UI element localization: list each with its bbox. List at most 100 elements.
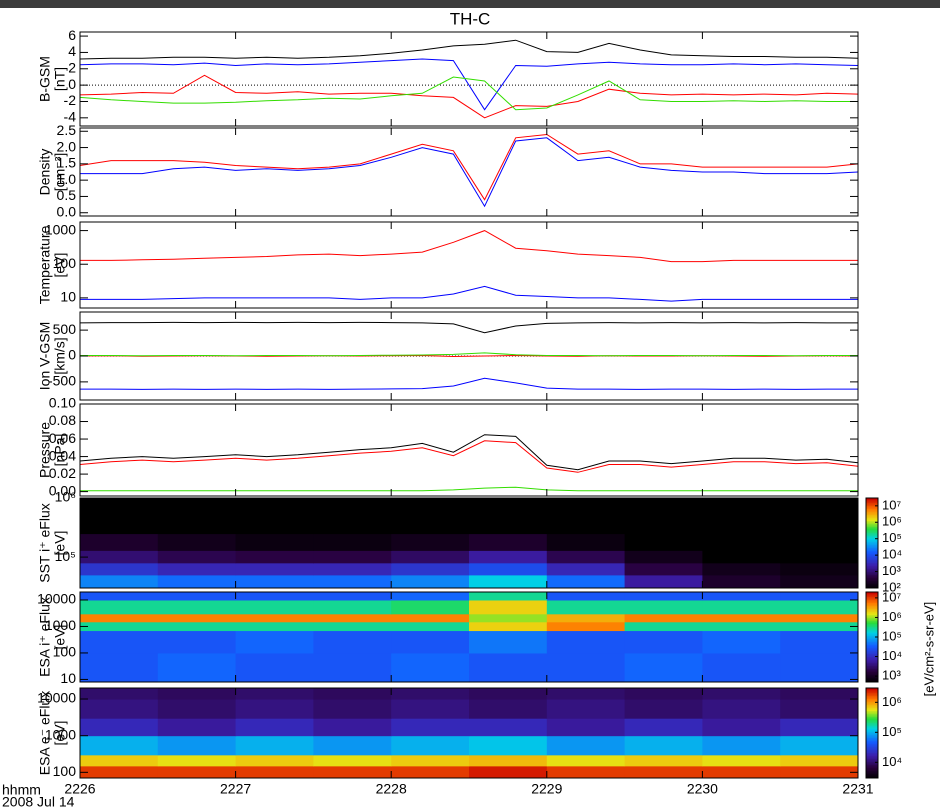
y-tick-label: 10 <box>60 670 76 686</box>
spectrogram-cell <box>313 562 392 576</box>
colorbar-cell <box>866 718 878 720</box>
colorbar-cell <box>866 664 878 666</box>
colorbar-cell <box>866 644 878 647</box>
spectrogram-cell <box>702 652 781 683</box>
spectrogram-cell <box>469 613 548 623</box>
colorbar-cell <box>866 640 878 642</box>
y-tick-label: -2 <box>64 92 77 108</box>
spectrogram-cell <box>624 688 703 700</box>
panel-frame <box>79 403 859 497</box>
colorbar-cell <box>866 745 878 747</box>
spectrogram-cell <box>80 533 159 551</box>
spectrogram-cell <box>80 592 159 601</box>
colorbar-cell <box>866 631 878 633</box>
spectrogram-cell <box>80 699 159 719</box>
colorbar-cell <box>866 516 878 518</box>
spectrogram-cell <box>546 550 626 564</box>
colorbar-cell <box>866 706 878 708</box>
colorbar-cell <box>866 596 878 599</box>
series-line <box>79 133 859 201</box>
spectrogram-cell <box>157 562 237 576</box>
y-tick-label: 1000 <box>45 726 76 742</box>
spectrogram-cell <box>235 574 314 589</box>
colorbar-cell <box>866 501 878 503</box>
colorbar-cell <box>866 758 878 761</box>
spectrogram-cell <box>469 754 548 767</box>
spectrogram-cell <box>235 699 314 719</box>
x-tick-label: 2226 <box>64 781 95 797</box>
y-axis-label: Ion V-GSM <box>37 322 53 390</box>
spectrogram-cell <box>469 498 548 517</box>
spectrogram-cell <box>391 630 470 654</box>
colorbar-cell <box>866 592 878 594</box>
spectrogram-cell <box>157 550 237 564</box>
colorbar-cell <box>866 670 878 672</box>
spectrogram-cell <box>157 699 237 719</box>
colorbar-cell <box>866 754 878 756</box>
y-tick-label: 1000 <box>45 617 76 633</box>
spectrogram-cell <box>780 754 859 767</box>
y-tick-label: 0 <box>68 76 76 92</box>
y-tick-label: 0.08 <box>49 412 76 428</box>
spectrogram-cell <box>80 754 159 767</box>
colorbar-tick-label: 10³ <box>882 668 901 683</box>
colorbar-tick-label: 10⁵ <box>882 724 902 739</box>
spectrogram-cell <box>313 498 392 517</box>
colorbar-cell <box>866 650 878 653</box>
spectrogram-cell <box>391 599 470 615</box>
colorbar-cell <box>866 775 878 777</box>
colorbar-cell <box>866 604 878 606</box>
spectrogram-cell <box>391 735 470 756</box>
colorbar-cell <box>866 625 878 627</box>
spectrogram-cell <box>157 735 237 756</box>
spectrogram-cell <box>313 630 392 654</box>
spectrogram-cell <box>235 550 314 564</box>
spectrogram-cell <box>157 613 237 623</box>
colorbar-cell <box>866 658 878 660</box>
spectrogram-cell <box>313 718 392 737</box>
spectrogram-cell <box>157 621 237 632</box>
spectrogram-cell <box>702 765 781 779</box>
colorbar-cell <box>866 769 878 771</box>
y-axis-label: Temperature <box>37 225 53 304</box>
spectrogram-cell <box>546 735 626 756</box>
colorbar-cell <box>866 715 878 717</box>
spectrogram-cell <box>157 599 237 615</box>
spectrogram-cell <box>546 498 626 517</box>
spectrogram-cell <box>391 592 470 601</box>
colorbar-cell <box>866 550 878 553</box>
spectrogram-cell <box>80 599 159 615</box>
spectrogram-cell <box>157 754 237 767</box>
colorbar-cell <box>866 701 878 704</box>
spectrogram-cell <box>391 533 470 551</box>
colorbar-cell <box>866 770 878 773</box>
spectrogram-cell <box>780 498 859 517</box>
colorbar-tick-label: 10⁶ <box>882 609 902 624</box>
colorbar-cell <box>866 725 878 728</box>
series-line <box>79 434 859 471</box>
y-tick-label: 0 <box>68 347 76 363</box>
colorbar-cell <box>866 673 878 675</box>
colorbar-cell <box>866 740 878 743</box>
series-line <box>80 352 858 357</box>
colorbar-cell <box>866 540 878 542</box>
colorbar-cell <box>866 659 878 662</box>
colorbar-cell <box>866 544 878 547</box>
colorbar-cell <box>866 713 878 716</box>
colorbar-cell <box>866 722 878 725</box>
colorbar-cell <box>866 502 878 505</box>
colorbar-cell <box>866 529 878 532</box>
spectrogram-cell <box>624 599 703 615</box>
spectrogram-cell <box>80 515 159 535</box>
spectrogram-cell <box>780 765 859 779</box>
plot-title: TH-C <box>450 9 491 28</box>
colorbar-cell <box>866 576 878 578</box>
colorbar-cell <box>866 508 878 511</box>
colorbar-cell <box>866 510 878 512</box>
spectrogram-cell <box>235 652 314 683</box>
colorbar-cell <box>866 538 878 541</box>
colorbar-cell <box>866 748 878 750</box>
spectrogram-cell <box>80 562 159 576</box>
y-tick-label: 10000 <box>37 690 76 706</box>
x-tick-label: 2227 <box>220 781 251 797</box>
